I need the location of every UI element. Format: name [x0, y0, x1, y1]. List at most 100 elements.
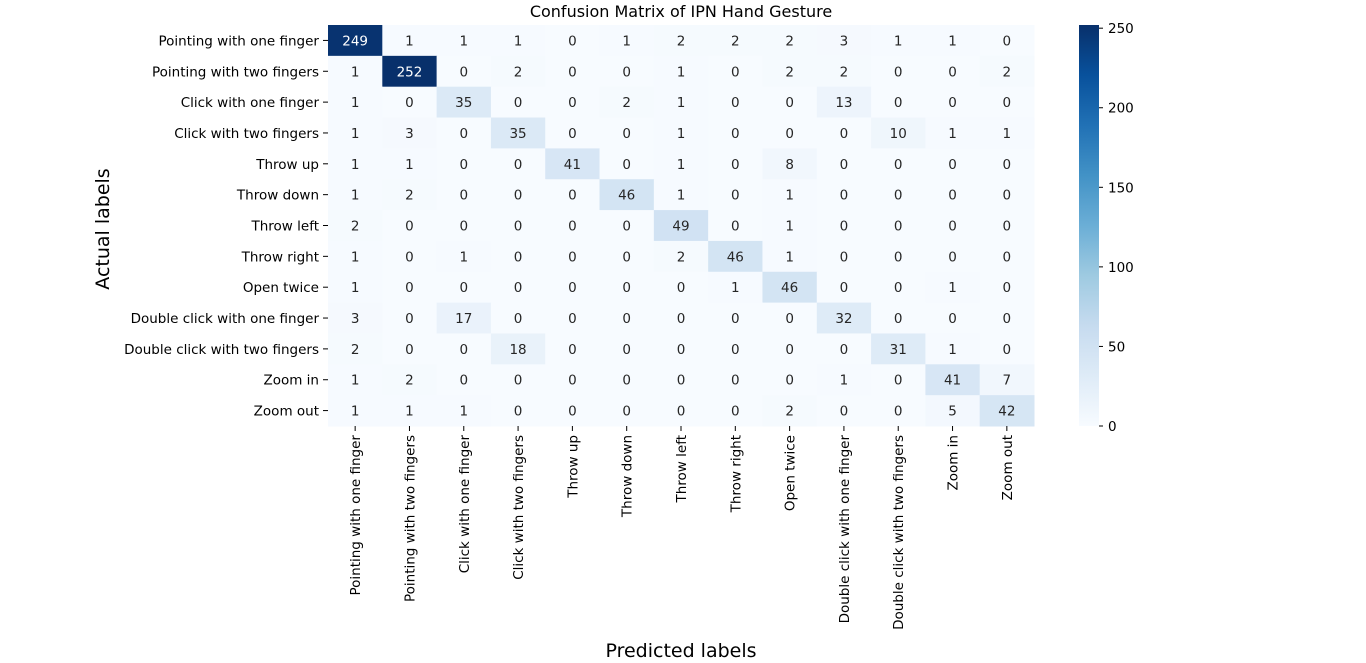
- cell-value-label: 2: [405, 188, 414, 204]
- cell-value-label: 0: [459, 373, 468, 389]
- heatmap-cell: [653, 148, 709, 180]
- cell-value-label: 0: [731, 342, 740, 358]
- colorbar-tick-label: 100: [1108, 260, 1134, 276]
- cell-value-label: 1: [405, 33, 414, 49]
- heatmap-cell: [871, 86, 926, 119]
- cell-value-label: 0: [840, 280, 849, 296]
- cell-value-label: 2: [785, 404, 794, 420]
- heatmap-cell: [545, 240, 601, 273]
- cell-value-label: 0: [568, 311, 577, 327]
- cell-value-label: 0: [785, 311, 794, 327]
- cell-value-label: 1: [677, 126, 686, 142]
- cell-value-label: 3: [351, 311, 360, 327]
- cell-value-label: 1: [840, 373, 849, 389]
- cell-value-label: 49: [672, 219, 689, 235]
- cell-value-label: 0: [405, 311, 414, 327]
- heatmap-cell: [979, 55, 1035, 88]
- cell-value-label: 0: [622, 404, 631, 420]
- heatmap-cell: [653, 55, 709, 88]
- cell-value-label: 0: [731, 404, 740, 420]
- heatmap-cell: [653, 117, 709, 149]
- heatmap-cell: [328, 364, 383, 396]
- heatmap-cell: [490, 210, 546, 242]
- heatmap-cell: [816, 333, 872, 365]
- cell-value-label: 46: [727, 249, 744, 265]
- heatmap-cell: [979, 25, 1035, 57]
- cell-value-label: 0: [948, 64, 957, 80]
- cell-value-label: 0: [894, 64, 903, 80]
- cell-value-label: 0: [677, 373, 686, 389]
- heatmap-cell: [816, 25, 872, 57]
- cell-value-label: 1: [677, 95, 686, 111]
- cell-value-label: 0: [622, 373, 631, 389]
- heatmap-cell: [816, 148, 872, 180]
- column-tick-label: Click with two fingers: [511, 435, 527, 580]
- heatmap-cell: [871, 25, 926, 57]
- cell-value-label: 0: [1003, 280, 1012, 296]
- cell-value-label: 1: [948, 33, 957, 49]
- cell-value-label: 35: [509, 126, 526, 142]
- heatmap-cell: [871, 333, 926, 365]
- cell-value-label: 2: [785, 64, 794, 80]
- cell-value-label: 1: [351, 249, 360, 265]
- heatmap-cell: [925, 86, 981, 119]
- heatmap-cell: [490, 55, 546, 88]
- cell-value-label: 1: [351, 373, 360, 389]
- heatmap-cell: [490, 117, 546, 149]
- cell-value-label: 0: [731, 126, 740, 142]
- heatmap-cell: [382, 117, 438, 149]
- heatmap-cell: [708, 148, 763, 180]
- y-axis-label: Actual labels: [92, 168, 114, 289]
- cell-value-label: 0: [948, 249, 957, 265]
- heatmap-cell: [816, 117, 872, 149]
- row-tick-label: Zoom out: [254, 404, 319, 420]
- cell-value-label: 3: [405, 126, 414, 142]
- heatmap-cell: [762, 333, 818, 365]
- colorbar-tick-label: 0: [1108, 419, 1117, 435]
- heatmap-cell: [979, 240, 1035, 273]
- column-tick-label: Throw down: [620, 435, 636, 518]
- colorbar-tick-label: 50: [1108, 339, 1125, 355]
- heatmap-cell: [490, 395, 546, 427]
- heatmap-cell-labels: 249 1 1 1 0 1 2 2 2 3 1 1 01 252 0 2 0 0 1 0 2 2 0 0 21 0 35 0 0 2 1 0 0…: [342, 33, 1015, 419]
- cell-value-label: 0: [894, 280, 903, 296]
- cell-value-label: 2: [731, 33, 740, 49]
- cell-value-label: 2: [1003, 64, 1012, 80]
- cell-value-label: 2: [785, 33, 794, 49]
- heatmap-cell: [599, 333, 655, 365]
- heatmap-cell: [979, 302, 1035, 334]
- heatmap-cell: [328, 302, 383, 334]
- row-tick-label: Throw up: [255, 157, 319, 173]
- heatmap-cell: [762, 55, 818, 88]
- heatmap-cell: [490, 271, 546, 304]
- heatmap-cell: [382, 86, 438, 119]
- heatmap-cell: [436, 395, 492, 427]
- cell-value-label: 0: [459, 219, 468, 235]
- heatmap-cell: [871, 148, 926, 180]
- cell-value-label: 1: [677, 157, 686, 173]
- heatmap-cell: [490, 240, 546, 273]
- heatmap-cell: [599, 210, 655, 242]
- heatmap-cell: [545, 364, 601, 396]
- heatmap-cell: [708, 55, 763, 88]
- cell-value-label: 1: [948, 126, 957, 142]
- heatmap-cell: [490, 148, 546, 180]
- heatmap-cell: [545, 333, 601, 365]
- heatmap-cell: [816, 210, 872, 242]
- cell-value-label: 0: [1003, 95, 1012, 111]
- column-tick-label: Double click with one finger: [837, 435, 853, 624]
- cell-value-label: 0: [622, 126, 631, 142]
- heatmap-cell: [708, 364, 763, 396]
- cell-value-label: 1: [351, 126, 360, 142]
- heatmap-cell: [653, 86, 709, 119]
- cell-value-label: 0: [840, 188, 849, 204]
- heatmap-cell: [382, 148, 438, 180]
- heatmap-cell: [599, 179, 655, 211]
- heatmap-cell: [979, 86, 1035, 119]
- cell-value-label: 2: [405, 373, 414, 389]
- heatmap-cell: [816, 86, 872, 119]
- cell-value-label: 0: [840, 157, 849, 173]
- heatmap-cell: [436, 240, 492, 273]
- heatmap-cell: [708, 25, 763, 57]
- heatmap-cell: [925, 395, 981, 427]
